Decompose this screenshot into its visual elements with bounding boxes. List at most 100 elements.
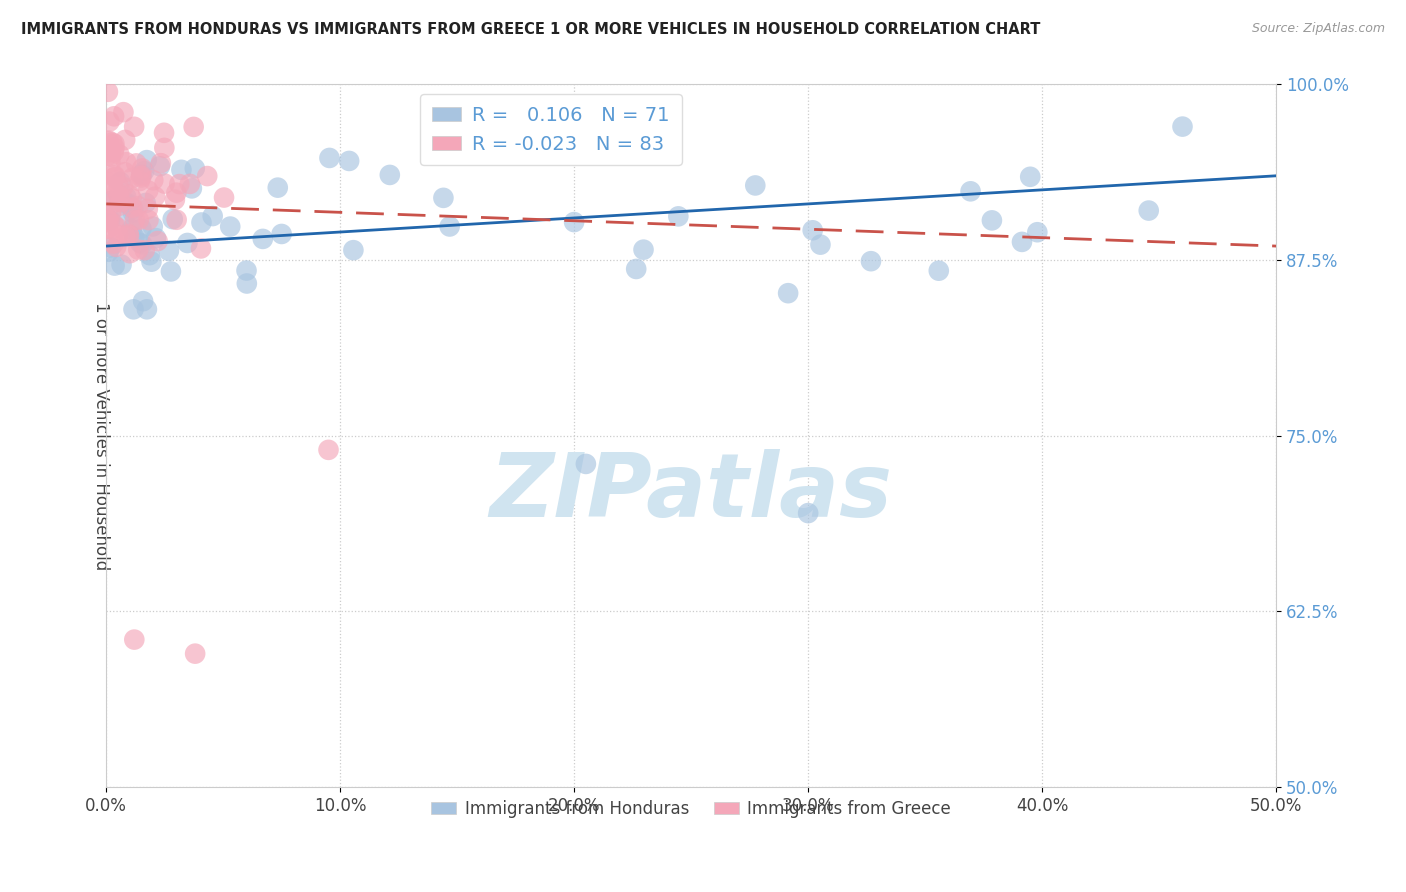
Point — [252, 232, 274, 246]
Point — [135, 153, 157, 168]
Point — [107, 227, 129, 242]
Point — [160, 264, 183, 278]
Point — [219, 219, 242, 234]
Point — [103, 168, 125, 182]
Point — [98, 114, 121, 128]
Point — [131, 168, 153, 182]
Text: ZIPatlas: ZIPatlas — [489, 449, 893, 535]
Point — [131, 161, 153, 176]
Point — [180, 181, 202, 195]
Point — [190, 242, 212, 256]
Point — [124, 213, 146, 227]
Point — [114, 133, 136, 147]
Point — [980, 213, 1002, 227]
Point — [96, 222, 118, 236]
Point — [136, 184, 159, 198]
Point — [859, 254, 882, 268]
Point — [121, 222, 143, 236]
Point — [103, 145, 125, 159]
Point — [108, 189, 131, 203]
Point — [97, 85, 120, 99]
Point — [121, 170, 143, 185]
Point — [778, 286, 800, 301]
Point — [342, 243, 364, 257]
Point — [162, 212, 184, 227]
Point — [100, 206, 122, 220]
Point — [165, 186, 187, 200]
Point — [135, 196, 157, 211]
Point — [105, 220, 128, 235]
Point — [103, 218, 125, 232]
Point — [797, 506, 820, 520]
Point — [439, 219, 461, 234]
Point — [118, 188, 141, 202]
Point — [97, 213, 120, 227]
Point — [115, 189, 138, 203]
Point — [142, 219, 165, 234]
Point — [107, 199, 129, 213]
Point — [201, 209, 224, 223]
Point — [378, 168, 401, 182]
Point — [122, 202, 145, 216]
Point — [129, 170, 152, 185]
Point — [270, 227, 292, 241]
Point — [114, 211, 136, 225]
Point — [96, 195, 118, 210]
Point — [114, 229, 136, 244]
Point — [129, 169, 152, 183]
Point — [666, 210, 689, 224]
Point — [153, 141, 176, 155]
Point — [121, 201, 143, 215]
Point — [190, 215, 212, 229]
Point — [104, 169, 127, 184]
Point — [195, 169, 218, 183]
Point — [98, 214, 121, 228]
Point — [103, 236, 125, 251]
Point — [744, 178, 766, 193]
Point — [153, 126, 176, 140]
Point — [127, 199, 149, 213]
Point — [103, 136, 125, 151]
Point — [575, 457, 598, 471]
Point — [810, 237, 832, 252]
Point — [117, 196, 139, 211]
Point — [131, 221, 153, 235]
Point — [103, 141, 125, 155]
Point — [110, 175, 132, 189]
Point — [121, 191, 143, 205]
Legend: Immigrants from Honduras, Immigrants from Greece: Immigrants from Honduras, Immigrants fro… — [425, 793, 957, 824]
Point — [153, 177, 176, 191]
Point — [135, 302, 157, 317]
Point — [1171, 120, 1194, 134]
Point — [267, 180, 290, 194]
Text: IMMIGRANTS FROM HONDURAS VS IMMIGRANTS FROM GREECE 1 OR MORE VEHICLES IN HOUSEHO: IMMIGRANTS FROM HONDURAS VS IMMIGRANTS F… — [21, 22, 1040, 37]
Point — [101, 179, 124, 194]
Point — [122, 205, 145, 219]
Point — [318, 151, 340, 165]
Point — [138, 213, 160, 227]
Point — [138, 248, 160, 262]
Point — [624, 262, 647, 277]
Point — [142, 173, 165, 187]
Point — [801, 223, 824, 237]
Point — [97, 175, 120, 189]
Point — [108, 194, 131, 209]
Point — [112, 105, 135, 120]
Point — [103, 109, 125, 123]
Point — [143, 189, 166, 203]
Point — [103, 170, 125, 185]
Point — [117, 227, 139, 241]
Point — [105, 185, 128, 199]
Point — [157, 244, 180, 258]
Point — [235, 263, 257, 277]
Point — [96, 212, 118, 227]
Point — [114, 195, 136, 210]
Point — [128, 213, 150, 227]
Point — [100, 150, 122, 164]
Point — [96, 149, 118, 163]
Point — [337, 153, 360, 168]
Point — [236, 277, 259, 291]
Point — [1019, 169, 1042, 184]
Point — [432, 191, 454, 205]
Point — [110, 194, 132, 209]
